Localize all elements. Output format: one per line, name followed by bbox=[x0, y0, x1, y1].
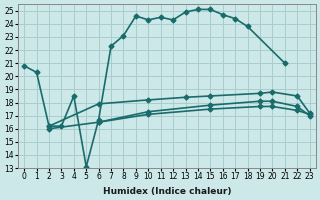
X-axis label: Humidex (Indice chaleur): Humidex (Indice chaleur) bbox=[103, 187, 231, 196]
